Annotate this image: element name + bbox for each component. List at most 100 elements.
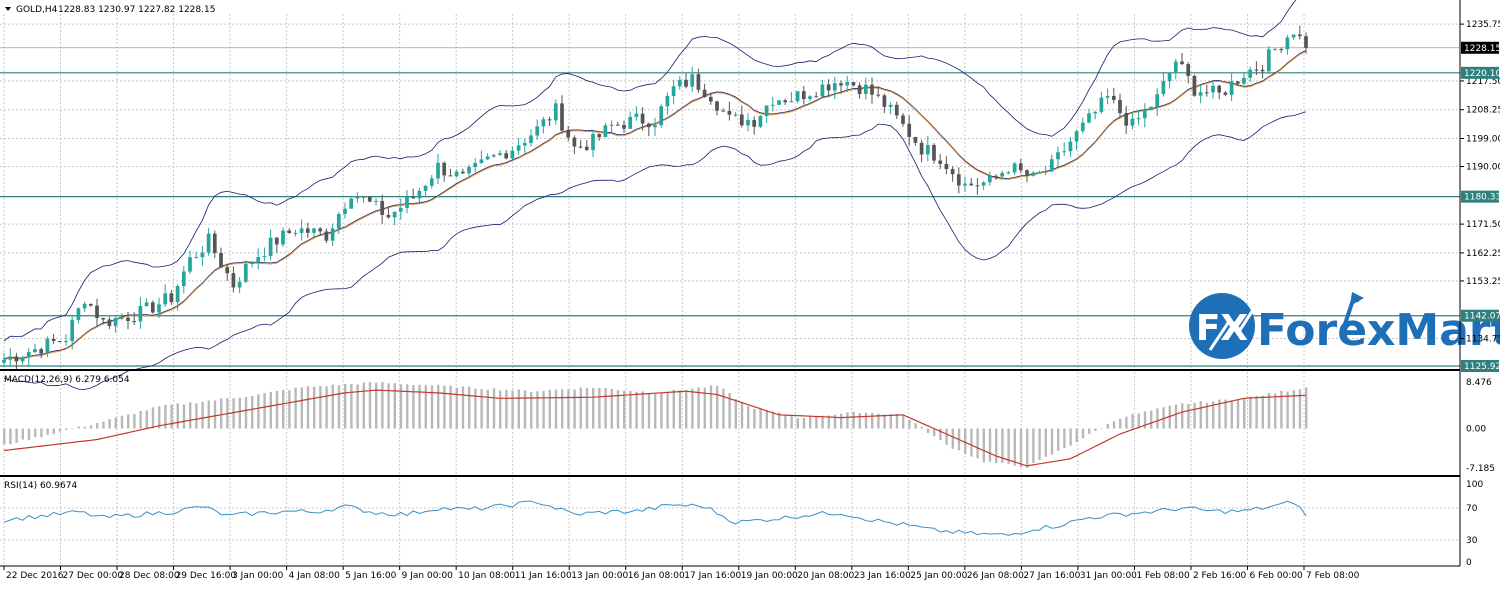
- candle-body: [169, 293, 174, 303]
- candle-body: [739, 114, 744, 126]
- macd-bar: [1081, 428, 1085, 439]
- macd-bar: [951, 428, 954, 449]
- macd-bar: [1218, 399, 1221, 429]
- macd-bar: [554, 389, 558, 429]
- macd-bar: [697, 387, 700, 429]
- macd-bar: [1137, 413, 1140, 429]
- macd-bar: [1106, 423, 1109, 429]
- macd-bar: [765, 410, 768, 429]
- candle-body: [609, 124, 614, 126]
- macd-bar: [1243, 398, 1246, 429]
- macd-bar: [1212, 401, 1215, 429]
- candle-body: [963, 183, 967, 186]
- symbol-menu-icon[interactable]: [5, 7, 11, 11]
- time-axis-label: 25 Jan 00:00: [910, 571, 967, 581]
- bollinger-bands: [3, 0, 1307, 390]
- macd-bar: [970, 428, 973, 457]
- candle-body: [1142, 109, 1147, 119]
- candle-body: [516, 145, 521, 151]
- time-axis-label: 3 Jan 00:00: [232, 571, 284, 581]
- macd-bar: [1119, 418, 1122, 429]
- time-axis-label: 5 Jan 16:00: [345, 571, 397, 581]
- macd-bar: [1069, 428, 1072, 446]
- macd-bar: [362, 382, 365, 429]
- candle-body: [721, 110, 726, 112]
- macd-bar: [1013, 428, 1016, 466]
- candle-body: [411, 197, 416, 199]
- time-axis-label: 27 Dec 00:00: [63, 571, 124, 581]
- candle-body: [547, 119, 552, 121]
- candle-body: [826, 84, 831, 91]
- ohlc-values: 1228.83 1230.97 1227.82 1228.15: [58, 5, 215, 15]
- candle-body: [95, 305, 99, 318]
- candle-body: [1242, 77, 1246, 84]
- candle-body: [498, 153, 502, 156]
- macd-bar: [337, 385, 341, 429]
- macd-bar: [561, 389, 564, 429]
- macd-bar: [430, 385, 434, 429]
- time-axis-label: 20 Jan 08:00: [797, 571, 854, 581]
- lower-band: [3, 111, 1307, 390]
- time-axis-label: 11 Jan 16:00: [515, 571, 572, 581]
- candle-body: [1192, 75, 1197, 96]
- price-level-tag: [1461, 309, 1499, 322]
- candle-body: [1260, 69, 1265, 72]
- candle-body: [318, 228, 323, 232]
- macd-bar: [976, 428, 979, 459]
- candle-body: [932, 145, 936, 161]
- macd-bar: [685, 389, 688, 429]
- candle-body: [956, 174, 961, 186]
- candle-body: [1000, 172, 1005, 177]
- macd-bar: [753, 408, 756, 429]
- candle-body: [572, 137, 577, 147]
- candle-body: [1211, 85, 1215, 93]
- macd-bar: [77, 426, 80, 429]
- candle-body: [1118, 99, 1122, 113]
- candle-body: [386, 214, 391, 218]
- macd-bar: [1255, 395, 1258, 429]
- candle-body: [901, 115, 905, 124]
- candle-body: [367, 196, 372, 202]
- candle-body: [882, 95, 887, 107]
- macd-bar: [877, 413, 880, 429]
- candle-body: [696, 74, 701, 90]
- moving-average: [3, 50, 1307, 361]
- macd-bar: [759, 408, 762, 429]
- price-level-tag: [1461, 66, 1499, 79]
- macd-bar: [492, 388, 496, 429]
- candle-body: [380, 200, 385, 215]
- candle-body: [243, 263, 248, 282]
- candle-body: [8, 356, 13, 360]
- candle-body: [733, 114, 738, 116]
- macd-bar: [833, 414, 837, 429]
- candle-body: [1254, 69, 1259, 71]
- macd-bar: [846, 412, 849, 429]
- macd-bar: [1088, 428, 1091, 434]
- macd-bar: [933, 428, 936, 437]
- macd-bar: [27, 428, 31, 441]
- macd-bar: [1112, 421, 1116, 429]
- macd-bar: [424, 385, 427, 429]
- candle-body: [1273, 49, 1277, 51]
- macd-bar: [1131, 414, 1134, 429]
- macd-bar: [158, 406, 161, 429]
- macd-bar: [34, 428, 37, 437]
- time-axis-label: 9 Jan 00:00: [402, 571, 454, 581]
- candle-body: [250, 262, 254, 264]
- candle-body: [460, 171, 465, 174]
- candle-body: [839, 83, 843, 86]
- candle-body: [510, 150, 515, 159]
- candle-body: [355, 196, 360, 199]
- macd-bar: [1236, 399, 1240, 429]
- candle-body: [1180, 61, 1184, 65]
- macd-bar: [902, 414, 905, 429]
- logo-circle: [1189, 293, 1255, 359]
- macd-bar: [282, 390, 285, 429]
- macd-bar: [505, 389, 508, 429]
- macd-bar: [585, 387, 589, 429]
- macd-bar: [1174, 404, 1178, 429]
- candle-body: [175, 286, 180, 303]
- candle-body: [429, 178, 434, 186]
- time-axis-label: 26 Jan 08:00: [967, 571, 1024, 581]
